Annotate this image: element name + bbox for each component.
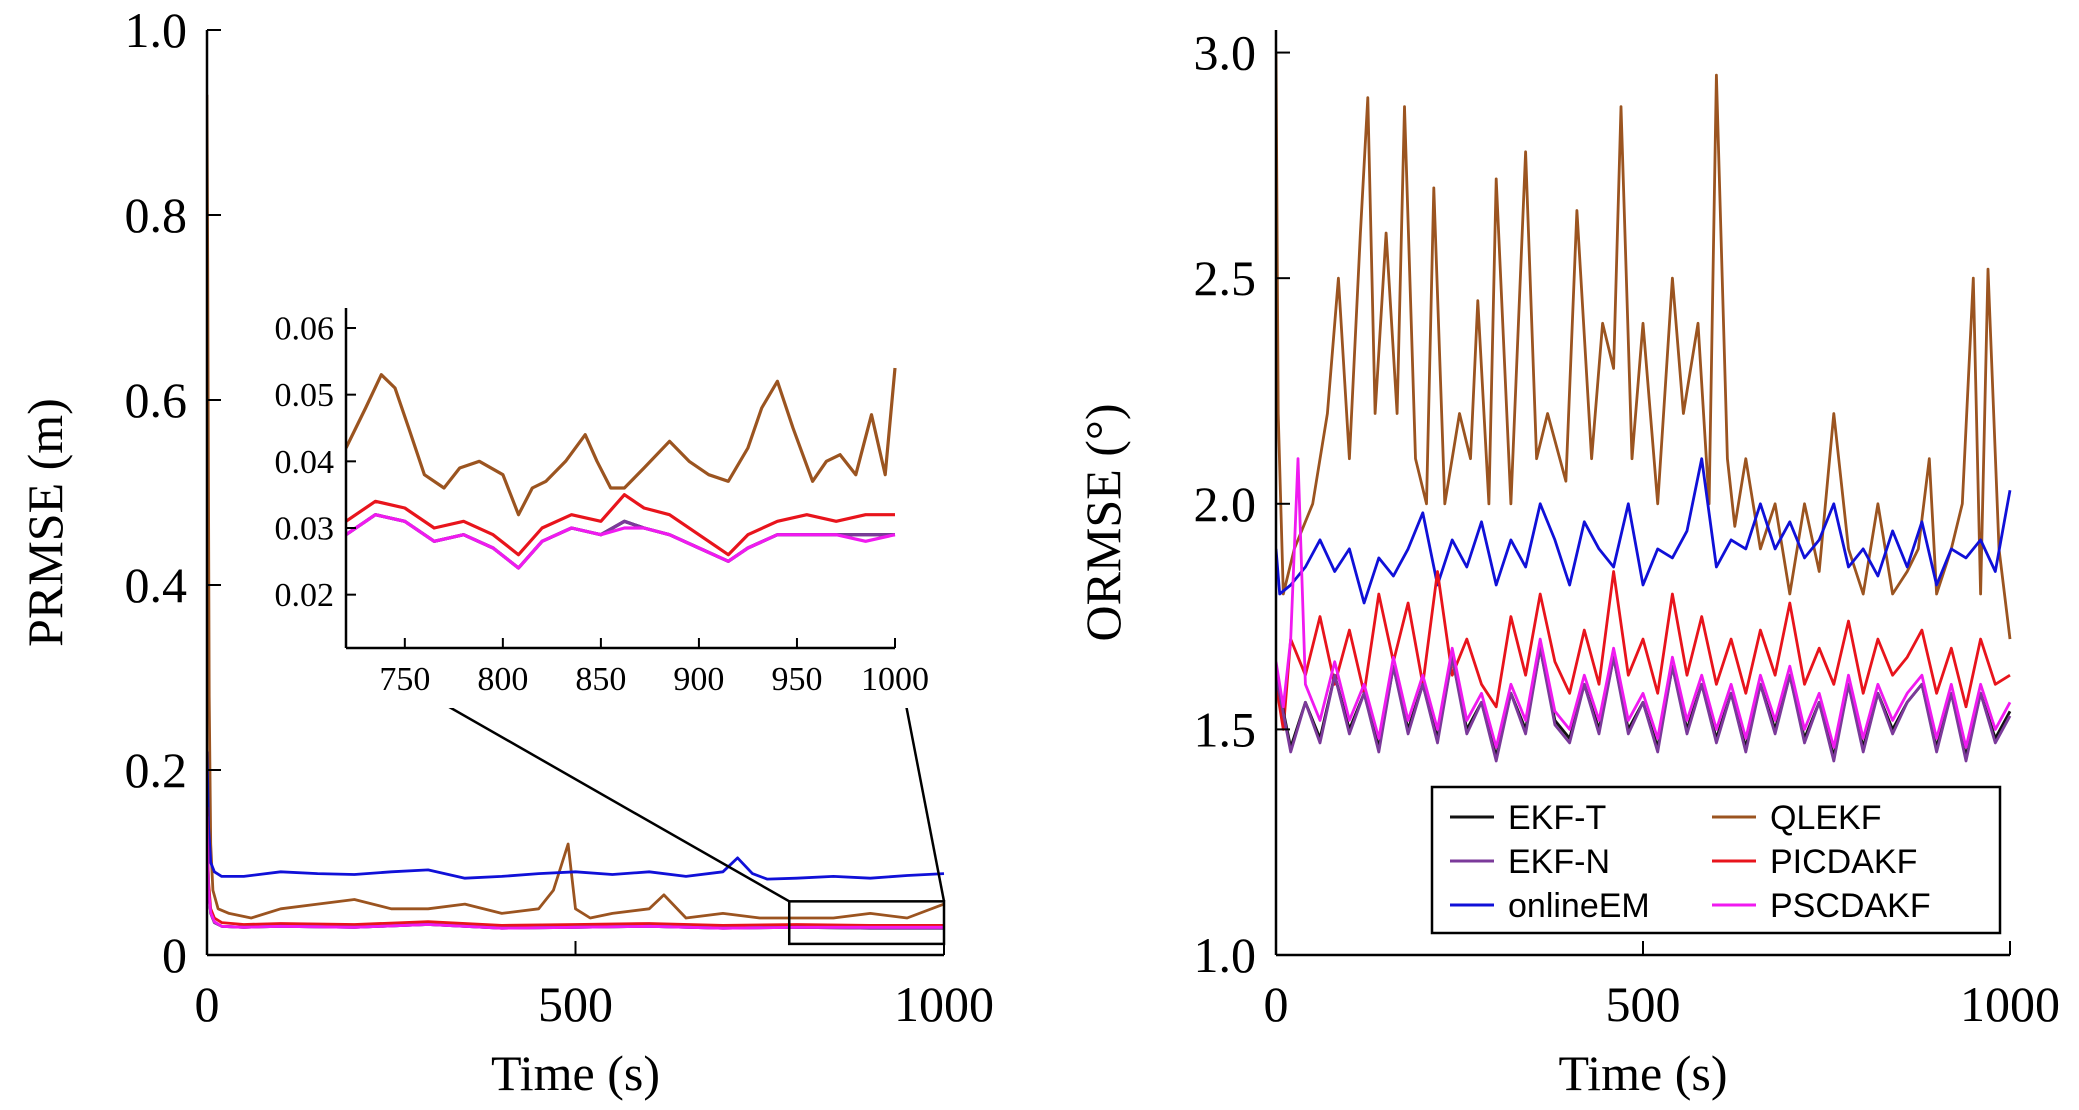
prmse-y-axis-title: PRMSE (m) (17, 398, 73, 647)
inset-y-tick-label: 0.02 (275, 577, 335, 614)
prmse-y-tick-label: 0.2 (125, 742, 188, 798)
prmse-chart: 0 0.2 0.4 0.6 0.8 1.0 0 500 1000 Time (s) PRMSE (m… (17, 2, 994, 1101)
inset-y-tick-label: 0.03 (275, 511, 335, 548)
ormse-y-axis-title: ORMSE (°) (1075, 403, 1131, 641)
legend-label-ekf-t: EKF-T (1508, 799, 1606, 837)
legend-label-picdakf: PICDAKF (1770, 843, 1917, 881)
inset-chart: 0.02 0.03 0.04 0.05 0.06 750 800 850 900 950 1000 (266, 298, 935, 708)
prmse-y-tick-label: 0.6 (125, 372, 188, 428)
ormse-series-group (1276, 52, 2012, 763)
ormse-y-tick-label: 2.5 (1194, 250, 1257, 306)
ormse-series-onlineem-line (1276, 457, 2012, 605)
inset-x-tick-label: 1000 (861, 661, 929, 698)
inset-x-tick-label: 950 (771, 661, 822, 698)
ormse-y-tick-label: 1.5 (1194, 701, 1257, 757)
inset-x-tick-label: 900 (673, 661, 724, 698)
inset-x-tick-label: 850 (575, 661, 626, 698)
inset-y-tick-label: 0.04 (275, 444, 335, 481)
ormse-series-picdakf-line (1276, 570, 2011, 731)
ormse-series-ekf-n-line (1276, 646, 2012, 763)
inset-y-tick-label: 0.05 (275, 377, 335, 414)
ormse-y-tick-label: 1.0 (1194, 927, 1257, 983)
prmse-x-tick-label: 1000 (894, 976, 994, 1032)
ormse-series-pscdakf-line (1276, 457, 2012, 749)
inset-series-group (346, 367, 897, 570)
prmse-y-tick-label: 0.8 (125, 187, 188, 243)
legend-label-ekf-n: EKF-N (1508, 843, 1610, 881)
prmse-x-axis-title: Time (s) (491, 1045, 660, 1101)
prmse-series-onlineem-line (207, 751, 945, 881)
inset-series-qlekf-line (346, 367, 897, 517)
legend: EKF-T QLEKF EKF-N PICDAKF onlineEM PSCDAKF (1430, 785, 2002, 935)
zoom-box (787, 900, 946, 946)
ormse-y-tick-label: 2.0 (1194, 476, 1257, 532)
prmse-x-tick-label: 0 (195, 976, 220, 1032)
legend-label-pscdakf: PSCDAKF (1770, 887, 1931, 925)
prmse-y-tick-label: 0 (162, 927, 187, 983)
prmse-y-tick-label: 1.0 (125, 2, 188, 58)
prmse-y-tick-label: 0.4 (125, 557, 188, 613)
ormse-x-tick-label: 0 (1264, 976, 1289, 1032)
ormse-x-tick-label: 500 (1606, 976, 1681, 1032)
prmse-series-pscdakf-line (207, 816, 944, 930)
prmse-series-qlekf-line (207, 94, 945, 920)
prmse-series-group (207, 94, 945, 930)
inset-series-picdakf-line (346, 493, 895, 557)
ormse-x-tick-label: 1000 (1960, 976, 2060, 1032)
legend-label-onlineem: onlineEM (1508, 887, 1650, 925)
legend-label-qlekf: QLEKF (1770, 799, 1881, 837)
inset-y-tick-label: 0.06 (275, 311, 335, 348)
ormse-x-axis-title: Time (s) (1558, 1045, 1727, 1101)
inset-x-tick-label: 750 (379, 661, 430, 698)
ormse-y-tick-label: 3.0 (1194, 25, 1257, 81)
inset-x-tick-label: 800 (477, 661, 528, 698)
ormse-series-qlekf-line (1276, 52, 2012, 640)
inset-series-pscdakf-line (346, 513, 896, 570)
prmse-x-tick-label: 500 (538, 976, 613, 1032)
ormse-chart: 1.0 1.5 2.0 2.5 3.0 0 500 1000 Time (s) ORMSE (°) (1075, 25, 2060, 1101)
